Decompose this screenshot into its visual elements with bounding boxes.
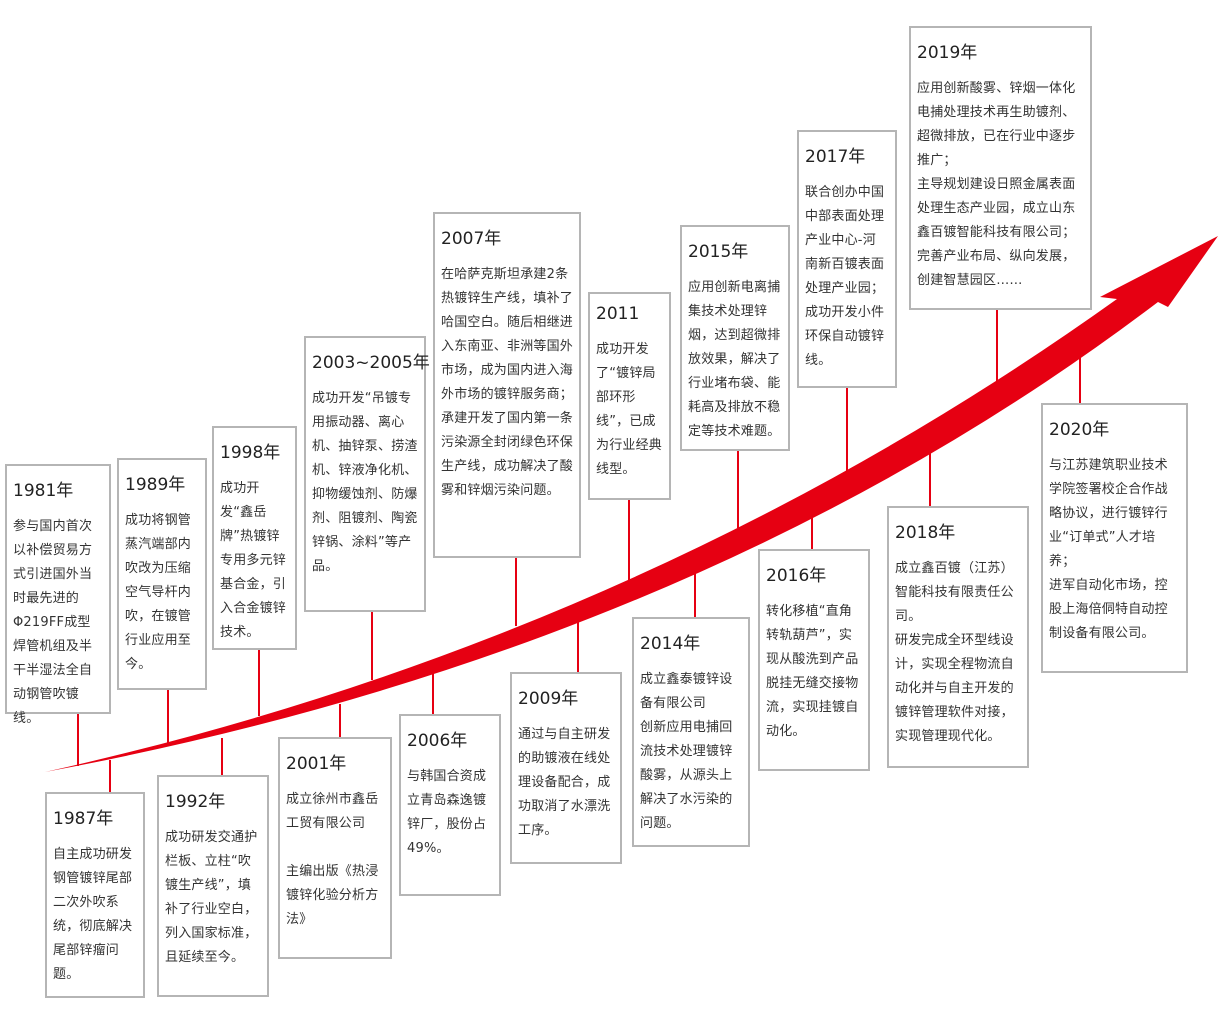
connector-line — [258, 650, 260, 716]
milestone-year: 1987年 — [53, 809, 114, 829]
milestone-card: 2001年成立徐州市鑫岳工贸有限公司主编出版《热浸镀锌化验分析方法》 — [278, 737, 392, 959]
milestone-card: 1981年参与国内首次以补偿贸易方式引进国外当时最先进的Φ219FF成型焊管机组… — [5, 464, 111, 726]
milestone-card: 2015年应用创新电离捕集技术处理锌烟，达到超微排放效果，解决了行业堵布袋、能耗… — [680, 225, 790, 451]
connector-line — [109, 760, 111, 792]
milestone-card: 1989年成功将钢管蒸汽端部内吹改为压缩空气导杆内吹，在镀管行业应用至今。 — [117, 458, 207, 690]
milestone-year: 2018年 — [895, 523, 956, 543]
milestone-description: 成功开发小件环保自动镀锌线。 — [805, 305, 885, 368]
milestone-year: 2020年 — [1049, 420, 1110, 440]
connector-line — [737, 451, 739, 528]
milestone-card: 2011 成功开发了“镀锌局部环形线”，已成为行业经典线型。 — [588, 292, 671, 500]
milestone-description: 进军自动化市场，控股上海倍侗特自动控制设备有限公司。 — [1049, 578, 1168, 641]
milestone-card: 2020年与江苏建筑职业技术学院签署校企合作战略协议，进行镀锌行业“订单式”人才… — [1041, 403, 1188, 673]
milestone-description: 转化移植“直角转轨葫芦”，实现从酸洗到产品脱挂无缝交接物流，实现挂镀自动化。 — [766, 604, 859, 739]
connector-line — [432, 672, 434, 714]
connector-line — [77, 714, 79, 766]
milestone-card: 2003~2005年成功开发“吊镀专用振动器、离心机、抽锌泵、捞渣机、锌液净化机… — [304, 336, 430, 612]
milestone-year: 1981年 — [13, 481, 74, 501]
connector-line — [577, 618, 579, 672]
milestone-description: 成功开发“吊镀专用振动器、离心机、抽锌泵、捞渣机、锌液净化机、抑物缓蚀剂、防爆剂… — [312, 391, 418, 574]
milestone-year: 2016年 — [766, 566, 827, 586]
milestone-year: 2015年 — [688, 242, 749, 262]
milestone-description: 成功研发交通护栏板、立柱“吹镀生产线”，填补了行业空白，列入国家标准，且延续至今… — [165, 830, 258, 965]
milestone-description: 成功开发了“镀锌局部环形线”，已成为行业经典线型。 — [596, 342, 663, 477]
connector-line — [929, 443, 931, 506]
milestone-description: 应用创新电离捕集技术处理锌烟，达到超微排放效果，解决了行业堵布袋、能耗高及排放不… — [688, 280, 781, 439]
milestone-description: 完善产业布局、纵向发展，创建智慧园区…… — [917, 249, 1076, 288]
milestone-year: 2006年 — [407, 731, 468, 751]
milestone-description: 主编出版《热浸镀锌化验分析方法》 — [286, 864, 379, 927]
connector-line — [221, 738, 223, 775]
milestone-description: 在哈萨克斯坦承建2条热镀锌生产线，填补了哈国空白。随后相继进入东南亚、非洲等国外… — [441, 267, 574, 402]
milestone-card: 1992年成功研发交通护栏板、立柱“吹镀生产线”，填补了行业空白，列入国家标准，… — [157, 775, 269, 997]
milestone-year: 2009年 — [518, 689, 579, 709]
milestone-description: 参与国内首次以补偿贸易方式引进国外当时最先进的Φ219FF成型焊管机组及半干半湿… — [13, 519, 93, 726]
milestone-year: 2014年 — [640, 634, 701, 654]
milestone-card: 2006年与韩国合资成立青岛森逸镀锌厂，股份占49%。 — [399, 714, 501, 896]
milestone-card: 2019年应用创新酸雾、锌烟一体化电捕处理技术再生助镀剂、超微排放，已在行业中逐… — [909, 26, 1092, 310]
milestone-year: 1992年 — [165, 792, 226, 812]
milestone-card: 1987年自主成功研发钢管镀锌尾部二次外吹系统，彻底解决尾部锌瘤问题。 — [45, 792, 145, 998]
milestone-description: 联合创办中国中部表面处理产业中心-河南新百镀表面处理产业园； — [805, 185, 885, 296]
milestone-year: 1998年 — [220, 443, 281, 463]
milestone-description: 应用创新酸雾、锌烟一体化电捕处理技术再生助镀剂、超微排放，已在行业中逐步推广； — [917, 81, 1076, 168]
milestone-card: 2016年转化移植“直角转轨葫芦”，实现从酸洗到产品脱挂无缝交接物流，实现挂镀自… — [758, 549, 870, 771]
milestone-year: 2011 — [596, 304, 640, 324]
connector-line — [996, 310, 998, 402]
milestone-year: 1989年 — [125, 475, 186, 495]
milestone-card: 2014年成立鑫泰镀锌设备有限公司创新应用电捕回流技术处理镀锌酸雾，从源头上解决… — [632, 617, 750, 847]
connector-line — [628, 500, 630, 580]
milestone-description: 通过与自主研发的助镀液在线处理设备配合，成功取消了水漂洗工序。 — [518, 727, 611, 838]
milestone-description: 与江苏建筑职业技术学院签署校企合作战略协议，进行镀锌行业“订单式”人才培养； — [1049, 458, 1168, 569]
milestone-year: 2003~2005年 — [312, 353, 430, 373]
milestone-card: 2018年成立鑫百镀（江苏）智能科技有限责任公司。研发完成全环型线设计，实现全程… — [887, 506, 1029, 768]
milestone-card: 2009年通过与自主研发的助镀液在线处理设备配合，成功取消了水漂洗工序。 — [510, 672, 622, 864]
milestone-description: 承建开发了国内第一条污染源全封闭绿色环保生产线，成功解决了酸雾和锌烟污染问题。 — [441, 411, 574, 498]
milestone-description: 主导规划建设日照金属表面处理生态产业园，成立山东鑫百镀智能科技有限公司； — [917, 177, 1076, 240]
milestone-year: 2007年 — [441, 229, 502, 249]
milestone-description: 成功开发“鑫岳牌”热镀锌专用多元锌基合金，引入合金镀锌技术。 — [220, 481, 287, 640]
milestone-description: 研发完成全环型线设计，实现全程物流自动化并与自主开发的镀锌管理软件对接，实现管理… — [895, 633, 1014, 744]
milestone-description: 成立鑫泰镀锌设备有限公司 — [640, 672, 733, 711]
milestone-card: 2007年在哈萨克斯坦承建2条热镀锌生产线，填补了哈国空白。随后相继进入东南亚、… — [433, 212, 581, 558]
milestone-card: 2017年联合创办中国中部表面处理产业中心-河南新百镀表面处理产业园； 成功开发小… — [797, 130, 897, 388]
connector-line — [1079, 343, 1081, 403]
milestone-description: 成立鑫百镀（江苏）智能科技有限责任公司。 — [895, 561, 1014, 624]
connector-line — [167, 690, 169, 744]
connector-line — [339, 704, 341, 737]
connector-line — [371, 612, 373, 680]
milestone-description — [286, 836, 384, 860]
milestone-description: 成立徐州市鑫岳工贸有限公司 — [286, 792, 379, 831]
milestone-year: 2019年 — [917, 43, 978, 63]
milestone-year: 2017年 — [805, 147, 866, 167]
milestone-description: 与韩国合资成立青岛森逸镀锌厂，股份占49%。 — [407, 769, 487, 856]
milestone-year: 2001年 — [286, 754, 347, 774]
milestone-description: 自主成功研发钢管镀锌尾部二次外吹系统，彻底解决尾部锌瘤问题。 — [53, 847, 133, 982]
connector-line — [811, 503, 813, 549]
milestone-card: 1998年成功开发“鑫岳牌”热镀锌专用多元锌基合金，引入合金镀锌技术。 — [212, 426, 297, 650]
connector-line — [846, 388, 848, 472]
milestone-description: 创新应用电捕回流技术处理镀锌酸雾，从源头上解决了水污染的问题。 — [640, 720, 733, 831]
connector-line — [694, 563, 696, 617]
milestone-description: 成功将钢管蒸汽端部内吹改为压缩空气导杆内吹，在镀管行业应用至今。 — [125, 513, 192, 672]
connector-line — [515, 558, 517, 626]
